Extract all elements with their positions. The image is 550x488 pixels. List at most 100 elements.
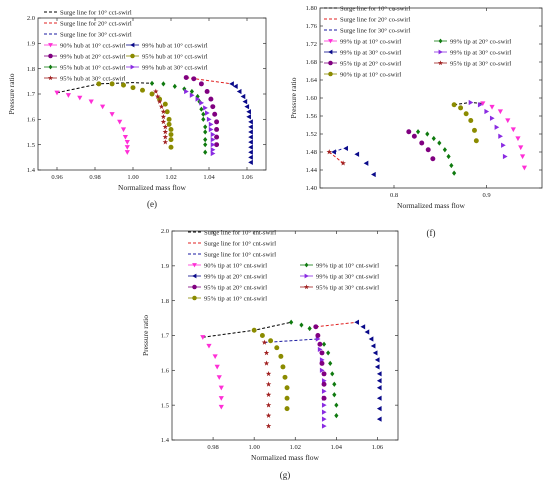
legend-marker-swatch <box>47 75 54 81</box>
series-6 <box>354 319 382 422</box>
legend-entry-label: 95% tip at 20° co-swirl <box>340 60 401 67</box>
data-point <box>284 385 290 391</box>
data-point <box>425 147 431 153</box>
data-point <box>162 139 169 145</box>
data-point <box>205 110 210 116</box>
data-point <box>248 124 253 130</box>
data-point <box>321 402 327 408</box>
data-point <box>154 93 161 99</box>
data-point <box>100 104 106 110</box>
data-point <box>498 133 503 139</box>
data-point <box>153 88 159 94</box>
data-point <box>307 325 312 332</box>
data-point <box>321 416 327 422</box>
data-point <box>259 333 265 338</box>
y-tick-label: 1.80 <box>306 5 317 12</box>
data-point <box>501 142 506 148</box>
data-point <box>160 119 167 125</box>
data-point <box>265 402 272 408</box>
data-point <box>489 104 495 110</box>
data-point <box>96 81 102 87</box>
y-tick-label: 1.7 <box>27 91 36 98</box>
data-point <box>248 144 253 150</box>
legend: Surge line for 10° cct-swirl Surge line f… <box>44 9 208 82</box>
data-point <box>65 93 71 98</box>
data-point <box>88 99 94 105</box>
data-point <box>208 96 214 102</box>
legend-entry-label: Surge line for 30° cct-swirl <box>60 31 132 38</box>
y-tick-label: 1.8 <box>27 66 35 73</box>
surge-line <box>264 338 318 343</box>
series-4 <box>480 101 528 171</box>
data-point <box>240 93 246 100</box>
x-tick-label: 1.00 <box>248 444 259 451</box>
legend-entry-label: 99% tip at 30° co-swirl <box>450 49 511 56</box>
legend-entry-label: 99% hub at 20° cct-swirl <box>60 53 126 60</box>
data-point <box>248 119 253 125</box>
data-point <box>334 402 339 408</box>
data-point <box>518 145 524 151</box>
data-point <box>251 327 257 333</box>
series-4 <box>54 90 130 155</box>
series-5 <box>415 129 457 176</box>
data-point <box>122 134 128 140</box>
legend-marker-swatch <box>48 53 53 59</box>
legend-entry-label: Surge line for 10° cnt-swirl <box>204 240 276 247</box>
data-point <box>210 150 216 157</box>
series-9 <box>326 149 346 166</box>
data-point <box>343 145 348 151</box>
data-point <box>206 116 212 122</box>
data-point <box>214 142 220 148</box>
data-point <box>218 404 224 410</box>
data-point <box>203 149 208 155</box>
data-point <box>463 111 469 117</box>
data-point <box>319 367 325 373</box>
y-tick-label: 2.0 <box>27 15 35 22</box>
data-point <box>419 140 425 146</box>
data-point <box>109 112 115 117</box>
data-point <box>519 154 526 160</box>
x-tick-label: 0.98 <box>89 174 100 181</box>
data-point <box>317 346 323 353</box>
legend-entry-label: 90% tip at 10° cnt-swirl <box>204 262 267 269</box>
data-point <box>109 81 115 87</box>
data-point <box>201 111 206 117</box>
x-axis-title: Normalized mass flow <box>251 453 319 462</box>
data-point <box>195 96 201 102</box>
data-point <box>164 109 170 115</box>
legend-marker-swatch <box>192 263 197 268</box>
data-point <box>274 345 280 351</box>
legend-marker-swatch <box>130 53 135 59</box>
data-point <box>191 76 197 82</box>
legend-entry-label: Surge line for 20° cct-swirl <box>60 20 132 27</box>
data-point <box>321 341 327 347</box>
data-point <box>494 124 500 130</box>
data-point <box>376 385 382 391</box>
x-axis-title: Normalized mass flow <box>118 183 186 192</box>
y-tick-label: 1.56 <box>306 113 318 120</box>
data-point <box>321 409 327 415</box>
data-point <box>124 150 130 155</box>
y-tick-label: 1.52 <box>306 131 317 138</box>
data-point <box>446 153 451 160</box>
legend-entry-label: 95% tip at 10° cnt-swirl <box>204 295 267 302</box>
x-tick-label: 0.9 <box>482 192 490 199</box>
data-point <box>415 129 421 135</box>
data-point <box>162 129 169 135</box>
data-point <box>284 406 290 412</box>
data-point <box>282 374 288 380</box>
series-9 <box>184 88 216 157</box>
data-point <box>201 116 206 122</box>
data-point <box>198 81 204 87</box>
series-10 <box>153 88 169 145</box>
data-point <box>263 350 270 356</box>
data-point <box>206 343 212 349</box>
legend-marker-swatch <box>438 38 443 44</box>
data-point <box>289 319 294 325</box>
data-point <box>374 357 380 363</box>
data-point <box>515 136 521 142</box>
data-point <box>425 131 430 137</box>
data-point <box>321 423 327 429</box>
data-point <box>376 416 382 422</box>
